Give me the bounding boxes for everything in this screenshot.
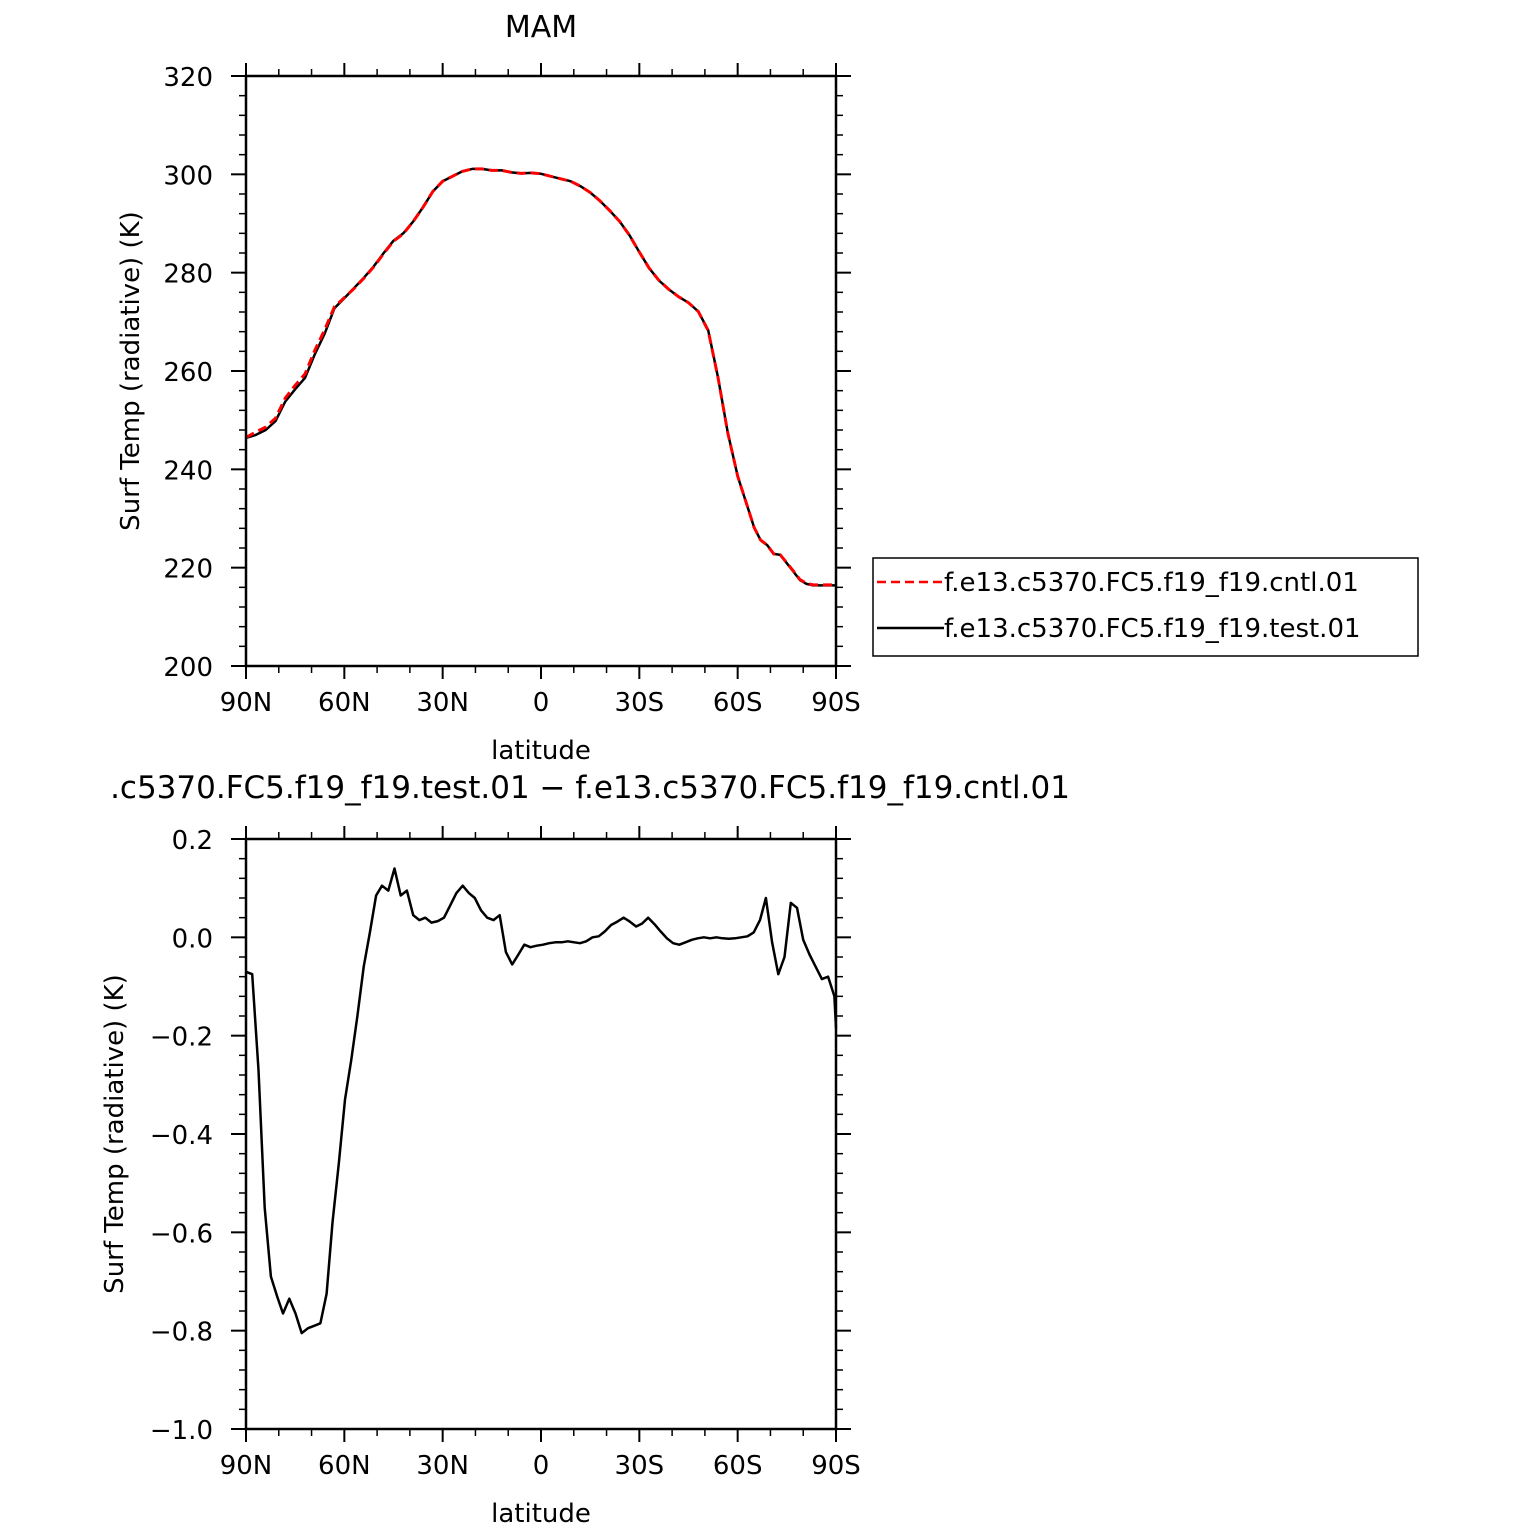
top-x-tick-label: 60S: [713, 688, 763, 718]
bottom-y-axis-label: Surf Temp (radiative) (K): [100, 974, 130, 1294]
bottom-x-tick-label: 30N: [416, 1451, 469, 1481]
bottom-x-tick-label: 90N: [220, 1451, 273, 1481]
top-x-tick-label: 60N: [318, 688, 371, 718]
bottom-x-tick-label: 0: [533, 1451, 550, 1481]
bottom-panel: .c5370.FC5.f19_f19.test.01 − f.e13.c5370…: [100, 770, 1070, 1529]
bottom-plot-frame: [244, 837, 838, 1431]
top-x-axis-label: latitude: [491, 736, 591, 766]
bottom-y-tick-label: −0.6: [150, 1219, 213, 1249]
bottom-y-tick-label: −0.4: [150, 1121, 213, 1151]
legend-label-cntl: f.e13.c5370.FC5.f19_f19.cntl.01: [944, 568, 1359, 598]
top-series-line-0: [245, 167, 836, 587]
bottom-x-tick-label: 30S: [615, 1451, 665, 1481]
legend-box: [872, 557, 1419, 657]
top-y-tick-label: 220: [163, 555, 213, 585]
bottom-chart-title: .c5370.FC5.f19_f19.test.01 − f.e13.c5370…: [110, 770, 1070, 806]
top-x-tick-label: 30N: [416, 688, 469, 718]
bottom-y-tick-label: −0.8: [150, 1318, 213, 1348]
bottom-x-tick-label: 90S: [811, 1451, 861, 1481]
top-y-tick-label: 240: [163, 456, 213, 486]
legend: f.e13.c5370.FC5.f19_f19.cntl.01 f.e13.c5…: [872, 557, 1419, 657]
top-x-tick-label: 90S: [811, 688, 861, 718]
top-y-tick-label: 300: [163, 161, 213, 191]
top-chart-title: MAM: [505, 10, 577, 45]
bottom-y-tick-label: −1.0: [150, 1416, 213, 1446]
legend-label-test: f.e13.c5370.FC5.f19_f19.test.01: [944, 614, 1361, 644]
top-plot-frame: [244, 74, 838, 668]
top-x-tick-label: 0: [533, 688, 550, 718]
top-y-tick-label: 200: [163, 653, 213, 683]
bottom-y-tick-label: −0.2: [150, 1023, 213, 1053]
top-panel: MAM Surf Temp (radiative) (K) latitude 9…: [116, 10, 861, 766]
bottom-x-axis-label: latitude: [491, 1499, 591, 1529]
bottom-x-tick-label: 60S: [713, 1451, 763, 1481]
top-tick-labels: 90N 60N 30N 0 30S 60S 90S 200 220 240 260 280 300 320: [163, 63, 860, 718]
bottom-y-tick-label: 0.2: [172, 826, 213, 856]
top-x-tick-label: 90N: [220, 688, 273, 718]
bottom-ticks: [231, 826, 851, 1442]
top-y-axis-label: Surf Temp (radiative) (K): [116, 211, 146, 531]
bottom-series-group: [245, 867, 838, 1335]
bottom-tick-labels: 90N 60N 30N 0 30S 60S 90S −1.0 −0.8 −0.6 −0.4 −0.2 0…: [150, 826, 861, 1481]
top-series-group: [245, 167, 836, 587]
bottom-x-tick-label: 60N: [318, 1451, 371, 1481]
top-x-tick-label: 30S: [615, 688, 665, 718]
top-y-tick-label: 280: [163, 260, 213, 290]
top-y-tick-label: 320: [163, 63, 213, 93]
bottom-y-tick-label: 0.0: [172, 924, 213, 954]
top-y-tick-label: 260: [163, 358, 213, 388]
top-ticks: [231, 63, 851, 679]
top-series-line-1: [245, 167, 836, 587]
bottom-series-line-0: [245, 867, 838, 1335]
